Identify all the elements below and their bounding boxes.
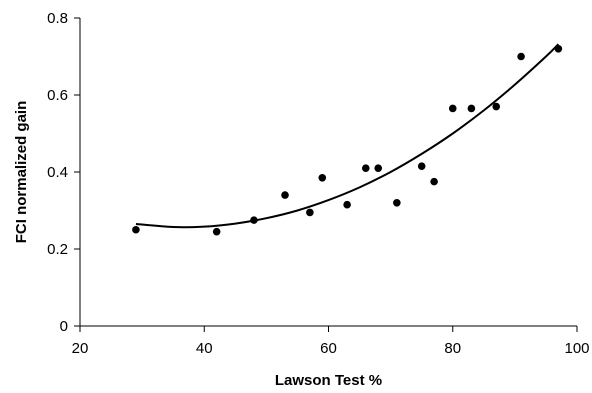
data-point	[448, 104, 457, 113]
y-tick-label: 0	[60, 318, 68, 335]
y-tick-label: 0.8	[47, 10, 68, 27]
data-point	[281, 191, 289, 199]
y-axis-title: FCI normalized gain	[13, 101, 30, 244]
data-point	[306, 208, 314, 217]
data-point	[374, 164, 383, 172]
y-tick-label: 0.6	[47, 87, 68, 104]
x-tick-label: 80	[444, 340, 461, 357]
data-point	[393, 199, 401, 207]
trendline	[135, 43, 560, 229]
data-point	[318, 173, 327, 182]
x-axis-ticks: 20 40 60 80 100	[72, 326, 590, 357]
data-point	[430, 177, 438, 186]
y-tick-label: 0.2	[47, 241, 68, 258]
x-axis-title: Lawson Test %	[275, 372, 382, 389]
x-tick-label: 60	[320, 340, 337, 357]
data-point	[343, 200, 351, 209]
data-point	[361, 164, 370, 172]
axes	[79, 18, 577, 327]
data-point	[492, 102, 501, 111]
data-points	[132, 45, 563, 236]
x-tick-label: 100	[564, 340, 589, 357]
data-point	[132, 225, 140, 234]
data-point	[467, 104, 476, 113]
data-point	[250, 216, 258, 224]
data-point	[212, 227, 221, 236]
x-tick-label: 20	[72, 340, 89, 357]
y-tick-label: 0.4	[47, 164, 68, 181]
x-tick-label: 40	[196, 340, 213, 357]
data-point	[417, 162, 426, 171]
y-axis-ticks: 0 0.2 0.4 0.6 0.8	[47, 10, 80, 335]
data-point	[517, 52, 525, 61]
data-point	[554, 45, 563, 53]
